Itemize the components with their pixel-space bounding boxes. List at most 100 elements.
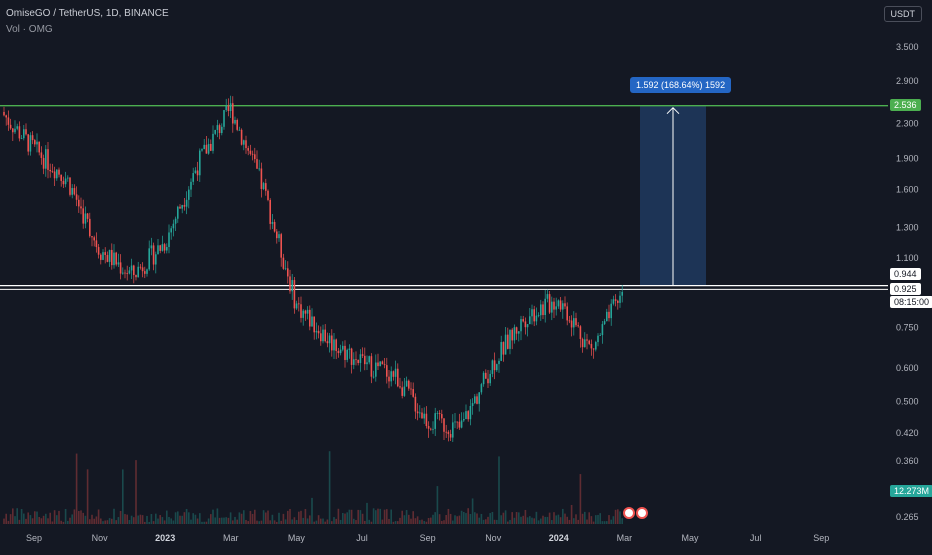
candle-body — [474, 396, 476, 404]
candle-body — [322, 329, 324, 342]
symbol-title[interactable]: OmiseGO / TetherUS, 1D, BINANCE — [6, 8, 169, 19]
candle-body — [496, 364, 498, 371]
candle-body — [205, 144, 208, 154]
volume-bar — [115, 520, 117, 524]
volume-bar — [375, 510, 377, 524]
volume-bar — [568, 519, 571, 524]
volume-bar — [599, 513, 601, 524]
candle-body — [478, 392, 480, 404]
candle-body — [337, 350, 340, 354]
candle-body — [566, 306, 568, 321]
candle-body — [137, 266, 139, 278]
volume-bar — [152, 521, 155, 524]
volume-bar — [91, 514, 93, 524]
volume-bar — [161, 517, 164, 524]
volume-bar — [368, 519, 370, 524]
volume-bar — [414, 518, 417, 524]
price-tick: 0.600 — [896, 363, 919, 373]
candle-body — [111, 249, 113, 266]
time-tick: Nov — [92, 533, 109, 543]
event-flag-inner-icon — [638, 509, 646, 517]
volume-bar — [482, 519, 485, 524]
volume-bar — [485, 519, 487, 524]
volume-bar — [601, 521, 604, 524]
volume-bar — [78, 510, 80, 524]
candle-body — [311, 316, 313, 327]
volume-bar — [438, 514, 441, 524]
candle-body — [221, 126, 223, 134]
candle-body — [159, 245, 161, 251]
volume-bar — [126, 514, 128, 524]
volume-bar — [383, 509, 386, 524]
volume-bar — [509, 519, 511, 524]
candle-body — [601, 324, 604, 336]
candle-body — [416, 411, 419, 414]
volume-bar — [313, 521, 315, 524]
candle-body — [370, 356, 373, 377]
candle-body — [84, 213, 87, 224]
volume-bar — [496, 519, 498, 524]
candle-body — [443, 418, 445, 432]
candle-body — [139, 266, 142, 268]
candle-body — [280, 234, 282, 258]
candle-body — [427, 425, 430, 429]
volume-bar — [9, 514, 12, 524]
volume-bar — [45, 513, 47, 524]
volume-bar — [357, 509, 359, 524]
candle-body — [3, 111, 5, 116]
volume-bar — [333, 517, 335, 524]
candle-body — [581, 338, 584, 348]
candle-body — [388, 376, 390, 382]
candle-body — [397, 368, 399, 387]
candle-body — [518, 331, 520, 334]
candle-body — [522, 319, 524, 322]
volume-bar — [16, 508, 18, 524]
volume-bar — [489, 513, 491, 524]
candle-body — [546, 294, 549, 299]
volume-bar — [359, 510, 362, 524]
candle-body — [258, 168, 260, 170]
candle-body — [410, 388, 412, 390]
candle-body — [608, 311, 610, 319]
candle-body — [194, 170, 197, 174]
volume-bar — [179, 515, 181, 524]
candle-body — [458, 421, 461, 428]
volume-bar — [570, 504, 573, 524]
volume-bar — [172, 520, 175, 524]
candle-body — [38, 141, 40, 153]
volume-legend[interactable]: Vol · OMG — [6, 24, 53, 35]
candle-body — [265, 183, 267, 191]
volume-bar — [317, 515, 320, 524]
candle-body — [225, 105, 227, 111]
candle-body — [113, 252, 115, 266]
candle-body — [100, 254, 102, 260]
candle-body — [53, 171, 56, 179]
volume-bar — [405, 510, 408, 524]
price-tick: 2.900 — [896, 76, 919, 86]
volume-bar — [122, 469, 124, 524]
volume-bar — [386, 509, 388, 524]
volume-bar — [265, 512, 267, 524]
candle-body — [271, 221, 274, 224]
volume-bar — [425, 521, 428, 524]
candle-body — [603, 321, 606, 325]
candle-body — [509, 329, 511, 349]
volume-bar — [62, 521, 65, 524]
volume-bar — [232, 520, 234, 524]
volume-bar — [597, 514, 599, 524]
volume-bar — [430, 517, 432, 524]
currency-button[interactable]: USDT — [883, 6, 922, 22]
candle-body — [348, 348, 351, 350]
volume-bar — [42, 515, 45, 524]
candle-body — [463, 418, 465, 421]
candle-body — [27, 134, 29, 152]
candle-body — [339, 349, 342, 354]
volume-bar — [150, 514, 153, 524]
measure-label: 1.592 (168.64%) 1592 — [630, 77, 732, 93]
candle-body — [267, 190, 269, 200]
volume-bar — [155, 513, 157, 524]
volume-bar — [342, 512, 344, 524]
candle-body — [375, 362, 377, 377]
